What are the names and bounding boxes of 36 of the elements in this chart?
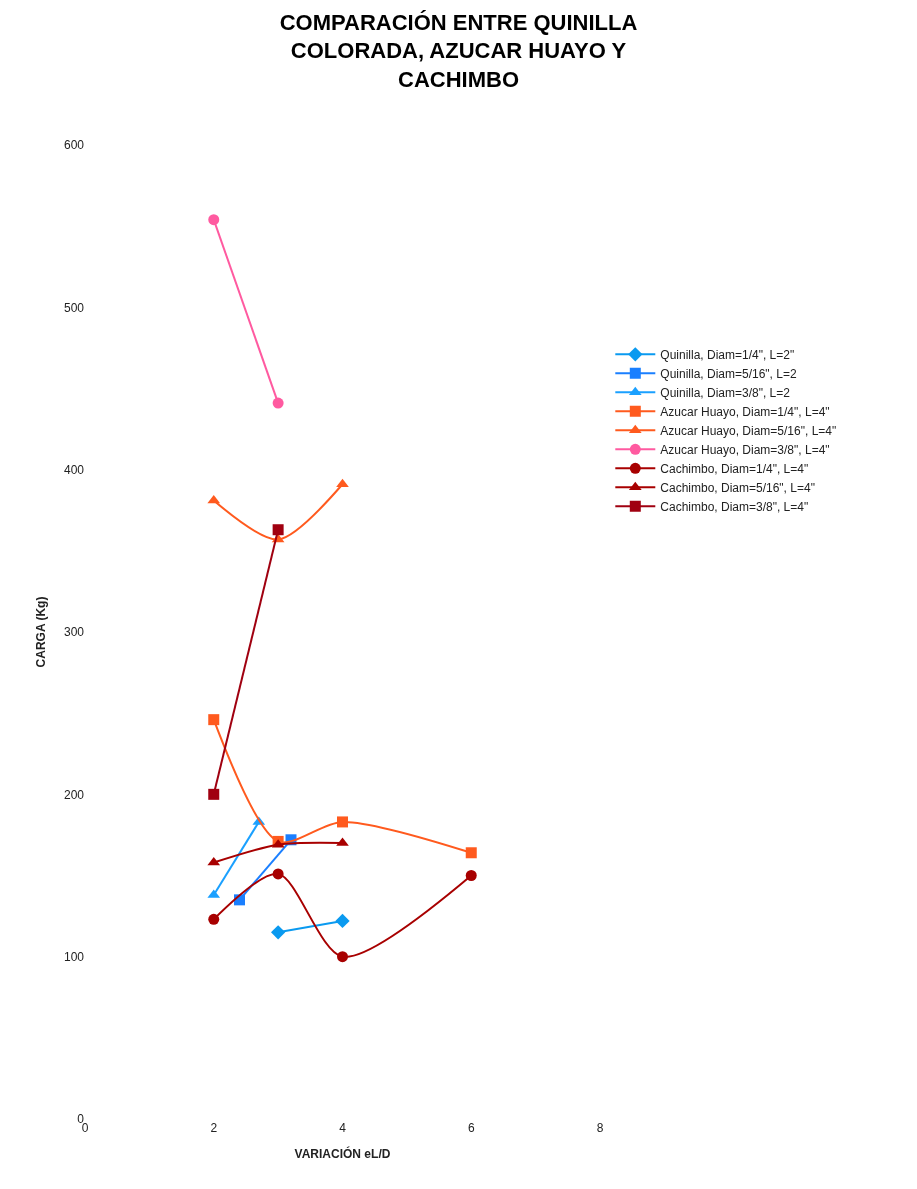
legend-label: Azucar Huayo, Diam=1/4", L=4" bbox=[660, 404, 830, 419]
point bbox=[465, 870, 477, 881]
y-tick-label: 500 bbox=[63, 300, 85, 315]
point bbox=[270, 925, 286, 940]
x-axis-title: VARIACIÓN eL/D bbox=[294, 1145, 391, 1161]
point bbox=[465, 847, 477, 859]
point bbox=[208, 214, 220, 226]
legend-label: Cachimbo, Diam=1/4", L=4" bbox=[660, 461, 809, 476]
y-tick-label: 400 bbox=[63, 462, 85, 477]
x-tick-label: 8 bbox=[596, 1121, 604, 1135]
legend-label: Quinilla, Diam=1/4", L=2" bbox=[660, 347, 795, 362]
legend-label: Quinilla, Diam=3/8", L=2 bbox=[660, 385, 791, 400]
legend-label: Quinilla, Diam=5/16", L=2 bbox=[660, 366, 797, 381]
legend-label: Azucar Huayo, Diam=5/16", L=4" bbox=[660, 423, 837, 438]
point bbox=[337, 951, 348, 963]
point bbox=[208, 913, 220, 925]
x-tick-label: 2 bbox=[210, 1121, 218, 1135]
x-tick-label: 4 bbox=[339, 1121, 347, 1135]
point bbox=[272, 397, 284, 409]
point bbox=[272, 868, 284, 880]
y-tick-label: 300 bbox=[63, 625, 85, 640]
point bbox=[337, 816, 348, 828]
point bbox=[335, 913, 350, 929]
y-tick-label: 200 bbox=[63, 787, 85, 802]
y-axis-title: CARGA (Kg) bbox=[34, 596, 49, 668]
legend-label: Cachimbo, Diam=3/8", L=4" bbox=[660, 499, 809, 514]
point bbox=[272, 524, 284, 536]
y-tick-label: 100 bbox=[63, 949, 85, 964]
point bbox=[336, 478, 349, 488]
legend-label: Azucar Huayo, Diam=3/8", L=4" bbox=[660, 442, 830, 457]
legend-label: Cachimbo, Diam=5/16", L=4" bbox=[660, 480, 815, 495]
point bbox=[208, 714, 220, 726]
chart-title: COMPARACIÓN ENTRE QUINILLA COLORADA, AZUCAR HUAYO Y CACHIMBO bbox=[279, 9, 638, 92]
x-tick-label: 6 bbox=[467, 1121, 475, 1135]
y-tick-label: 600 bbox=[63, 138, 85, 153]
point bbox=[208, 788, 220, 800]
